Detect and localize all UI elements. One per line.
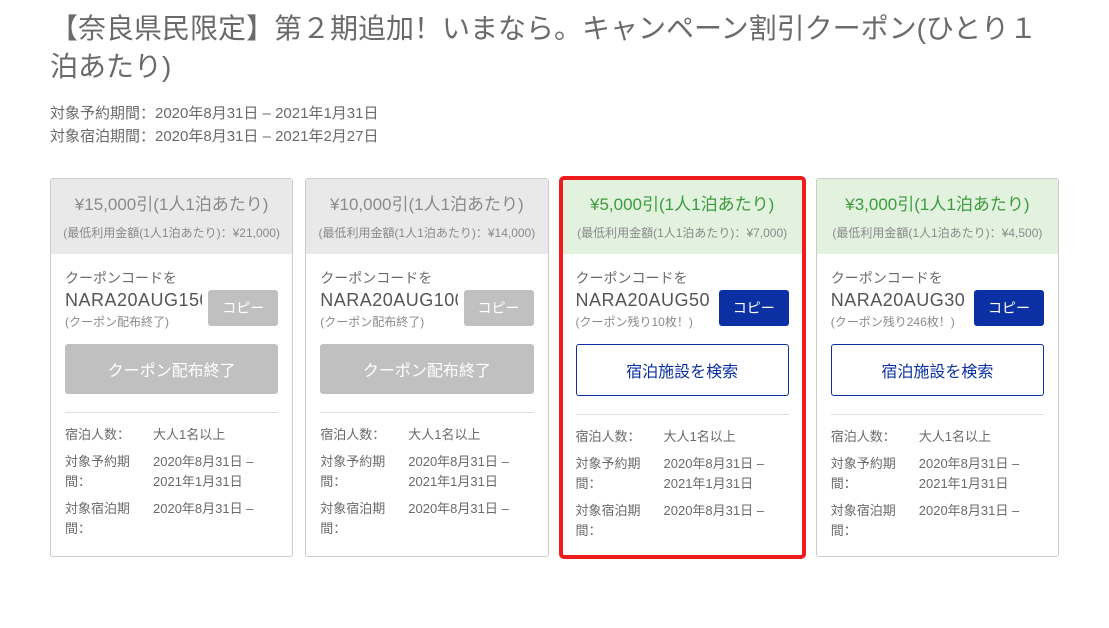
min-amount-text: (最低利用金額(1人1泊あたり)：¥14,000) [316,224,537,242]
detail-row-reservation: 対象予約期間： 2020年8月31日 – 2021年1月31日 [320,452,533,491]
coupon-code-value: NARA20AUG100 [320,290,457,311]
coupon-code-value: NARA20AUG30 [831,290,966,311]
expired-button: クーポン配布終了 [320,344,533,394]
expired-button: クーポン配布終了 [65,344,278,394]
copy-button[interactable]: コピー [974,290,1044,326]
coupon-code-label: クーポンコードを [65,268,278,288]
copy-button: コピー [464,290,534,326]
reservation-period-text: 対象予約期間：2020年8月31日 – 2021年1月31日 [50,102,1059,125]
discount-title: ¥15,000引(1人1泊あたり) [61,193,282,218]
stay-period-text: 対象宿泊期間：2020年8月31日 – 2021年2月27日 [50,125,1059,148]
detail-row-stay: 対象宿泊期間： 2020年8月31日 – [831,501,1044,540]
coupon-code-value: NARA20AUG50 [576,290,711,311]
search-button[interactable]: 宿泊施設を検索 [831,344,1044,396]
detail-row-guests: 宿泊人数： 大人1名以上 [831,427,1044,447]
coupon-code-label: クーポンコードを [831,268,1044,288]
coupon-code-note: (クーポン配布終了) [65,313,202,330]
coupon-details: 宿泊人数： 大人1名以上 対象予約期間： 2020年8月31日 – 2021年1… [576,414,789,541]
coupon-details: 宿泊人数： 大人1名以上 対象予約期間： 2020年8月31日 – 2021年1… [831,414,1044,541]
detail-row-reservation: 対象予約期間： 2020年8月31日 – 2021年1月31日 [65,452,278,491]
coupon-details: 宿泊人数： 大人1名以上 対象予約期間： 2020年8月31日 – 2021年1… [320,412,533,539]
coupon-card: ¥15,000引(1人1泊あたり) (最低利用金額(1人1泊あたり)：¥21,0… [50,178,293,557]
min-amount-text: (最低利用金額(1人1泊あたり)：¥4,500) [827,224,1048,242]
detail-row-guests: 宿泊人数： 大人1名以上 [576,427,789,447]
discount-title: ¥10,000引(1人1泊あたり) [316,193,537,218]
copy-button: コピー [208,290,278,326]
coupon-card: ¥3,000引(1人1泊あたり) (最低利用金額(1人1泊あたり)：¥4,500… [816,178,1059,557]
copy-button[interactable]: コピー [719,290,789,326]
discount-title: ¥3,000引(1人1泊あたり) [827,193,1048,218]
coupon-details: 宿泊人数： 大人1名以上 対象予約期間： 2020年8月31日 – 2021年1… [65,412,278,539]
coupon-code-label: クーポンコードを [576,268,789,288]
coupon-card-body: クーポンコードを NARA20AUG100 (クーポン配布終了) コピー クーポ… [306,254,547,555]
coupon-card-header: ¥3,000引(1人1泊あたり) (最低利用金額(1人1泊あたり)：¥4,500… [817,179,1058,254]
detail-row-guests: 宿泊人数： 大人1名以上 [320,425,533,445]
coupon-code-note: (クーポン配布終了) [320,313,457,330]
detail-row-stay: 対象宿泊期間： 2020年8月31日 – [576,501,789,540]
coupon-card-header: ¥5,000引(1人1泊あたり) (最低利用金額(1人1泊あたり)：¥7,000… [562,179,803,254]
search-button[interactable]: 宿泊施設を検索 [576,344,789,396]
detail-row-stay: 対象宿泊期間： 2020年8月31日 – [65,499,278,538]
detail-row-guests: 宿泊人数： 大人1名以上 [65,425,278,445]
min-amount-text: (最低利用金額(1人1泊あたり)：¥7,000) [572,224,793,242]
detail-row-reservation: 対象予約期間： 2020年8月31日 – 2021年1月31日 [576,454,789,493]
coupon-card-body: クーポンコードを NARA20AUG50 (クーポン残り10枚！) コピー 宿泊… [562,254,803,557]
coupon-code-note: (クーポン残り10枚！) [576,313,711,330]
coupon-card: ¥10,000引(1人1泊あたり) (最低利用金額(1人1泊あたり)：¥14,0… [305,178,548,557]
coupon-code-value: NARA20AUG150 [65,290,202,311]
detail-row-reservation: 対象予約期間： 2020年8月31日 – 2021年1月31日 [831,454,1044,493]
coupon-card-body: クーポンコードを NARA20AUG150 (クーポン配布終了) コピー クーポ… [51,254,292,555]
coupon-code-label: クーポンコードを [320,268,533,288]
coupon-card-header: ¥10,000引(1人1泊あたり) (最低利用金額(1人1泊あたり)：¥14,0… [306,179,547,254]
coupon-code-note: (クーポン残り246枚！) [831,313,966,330]
coupon-card-body: クーポンコードを NARA20AUG30 (クーポン残り246枚！) コピー 宿… [817,254,1058,557]
coupon-cards-row: ¥15,000引(1人1泊あたり) (最低利用金額(1人1泊あたり)：¥21,0… [50,178,1059,557]
discount-title: ¥5,000引(1人1泊あたり) [572,193,793,218]
coupon-card: ¥5,000引(1人1泊あたり) (最低利用金額(1人1泊あたり)：¥7,000… [561,178,804,557]
min-amount-text: (最低利用金額(1人1泊あたり)：¥21,000) [61,224,282,242]
coupon-card-header: ¥15,000引(1人1泊あたり) (最低利用金額(1人1泊あたり)：¥21,0… [51,179,292,254]
detail-row-stay: 対象宿泊期間： 2020年8月31日 – [320,499,533,538]
page-title: 【奈良県民限定】第２期追加！いまなら。キャンペーン割引クーポン(ひとり１泊あたり… [50,10,1059,86]
